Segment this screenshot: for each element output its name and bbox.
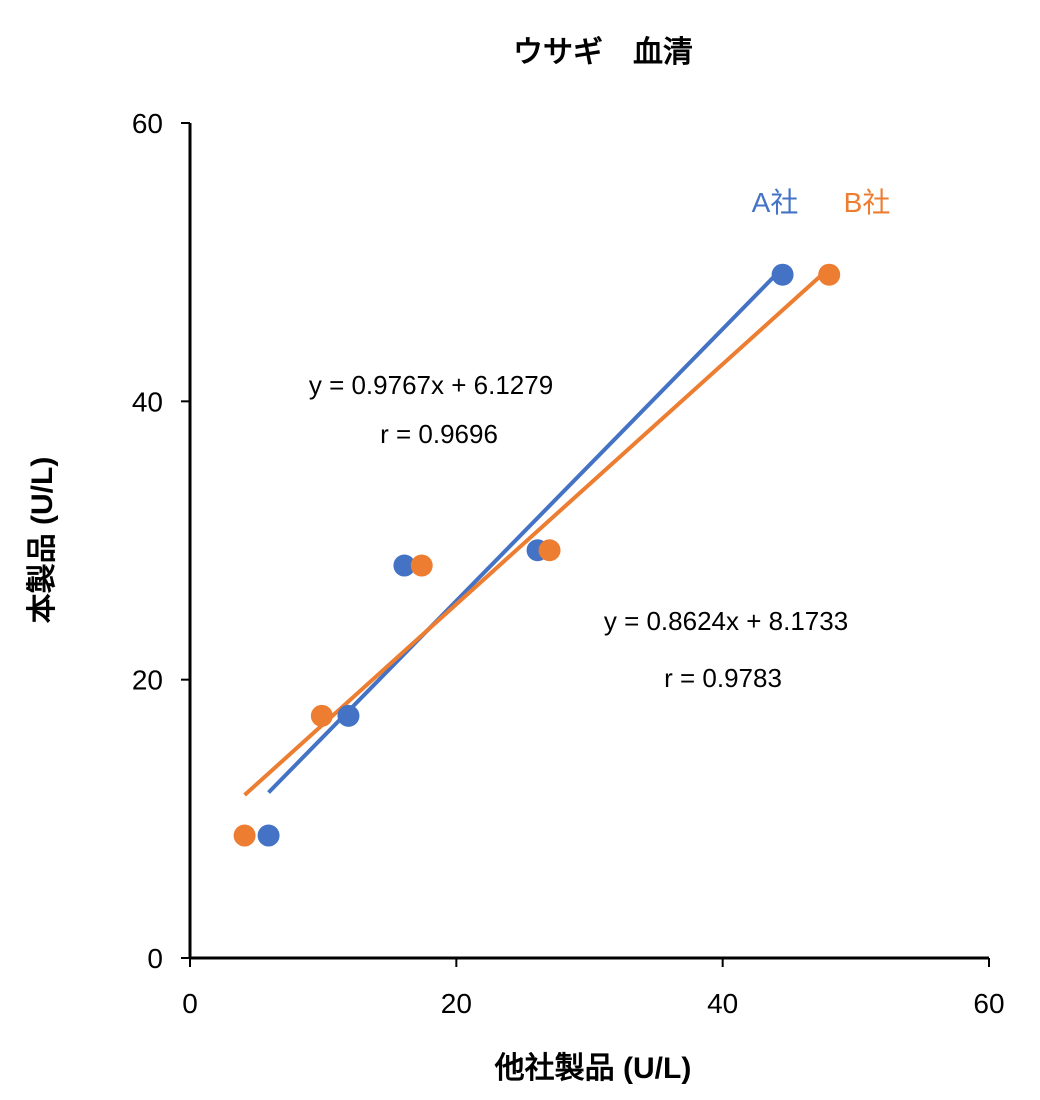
y-tick-label: 20 xyxy=(132,665,163,696)
trendline-a-equation: y = 0.9767x + 6.1279 xyxy=(309,370,553,400)
x-tick-label: 60 xyxy=(973,988,1004,1019)
y-tick-label: 40 xyxy=(132,386,163,417)
data-point-a xyxy=(337,704,360,727)
y-tick-label: 60 xyxy=(132,108,163,139)
trendline-a-r: r = 0.9696 xyxy=(380,419,498,449)
trendline-b-equation: y = 0.8624x + 8.1733 xyxy=(604,606,848,636)
data-point-b xyxy=(233,824,256,847)
y-axis-label: 本製品 (U/L) xyxy=(26,457,59,624)
x-tick-label: 0 xyxy=(182,988,198,1019)
chart-title: ウサギ 血清 xyxy=(513,36,693,69)
x-tick-label: 40 xyxy=(707,988,738,1019)
trendline-a xyxy=(267,266,785,794)
y-tick-label: 0 xyxy=(147,943,163,974)
data-point-b xyxy=(310,704,333,727)
legend-series-a: A社 xyxy=(752,187,799,218)
data-point-b xyxy=(410,554,433,577)
x-tick-label: 20 xyxy=(441,988,472,1019)
data-point-a xyxy=(393,554,416,577)
x-axis-label: 他社製品 (U/L) xyxy=(494,1052,692,1085)
data-point-a xyxy=(257,824,280,847)
trendline-b-r: r = 0.9783 xyxy=(664,663,782,693)
data-point-b xyxy=(538,539,561,562)
legend-series-b: B社 xyxy=(844,187,891,218)
data-point-b xyxy=(818,263,841,286)
data-point-a xyxy=(771,263,794,286)
